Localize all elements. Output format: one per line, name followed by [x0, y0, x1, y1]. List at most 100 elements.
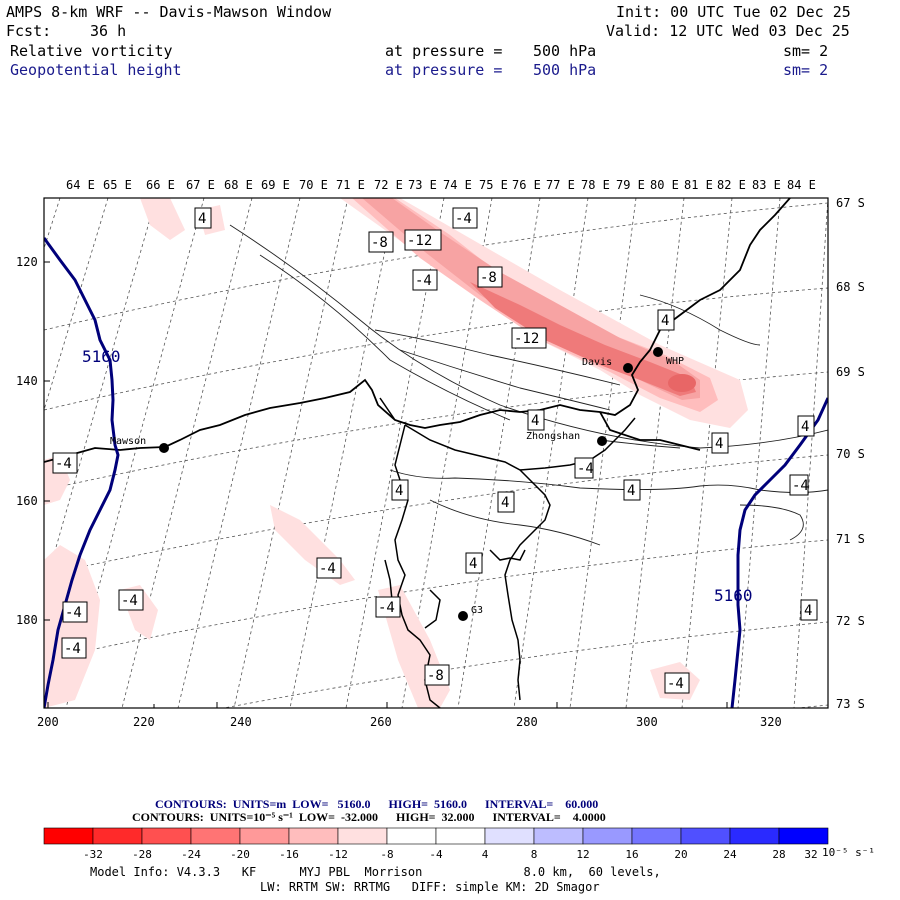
- contour-label-box: -4: [789, 474, 809, 496]
- lon-label: 76 E: [512, 178, 541, 192]
- lon-label: 83 E: [752, 178, 781, 192]
- contour-label-box: -4: [52, 452, 78, 474]
- lon-label: 84 E: [787, 178, 816, 192]
- lon-label: 64 E: [66, 178, 95, 192]
- svg-text:4: 4: [661, 313, 669, 329]
- colorbar-label: -20: [230, 848, 250, 861]
- lon-label: 79 E: [616, 178, 645, 192]
- station-label-mawson: Mawson: [110, 436, 146, 447]
- stations: Mawson Davis WHP Zhongshan G3: [110, 347, 684, 621]
- contour-label-box: -4: [664, 672, 690, 694]
- colorbar-label: -24: [181, 848, 201, 861]
- latitude-labels: 67 S 68 S 69 S 70 S 71 S 72 S 73 S: [836, 196, 865, 711]
- lon-label: 72 E: [374, 178, 403, 192]
- contour-label-box: 4: [194, 207, 212, 229]
- svg-text:4: 4: [531, 413, 539, 429]
- lon-label: 77 E: [546, 178, 575, 192]
- lat-label: 70 S: [836, 447, 865, 461]
- contour-label-box: 4: [800, 599, 818, 621]
- colorbar-swatch: [484, 827, 535, 845]
- station-marker-whp: [653, 347, 663, 357]
- lon-label: 67 E: [186, 178, 215, 192]
- colorbar-label: -16: [279, 848, 299, 861]
- x-tick-label: 300: [636, 715, 658, 729]
- lon-label: 78 E: [581, 178, 610, 192]
- contour-label-box: 4: [797, 415, 815, 437]
- colorbar-swatch: [141, 827, 192, 845]
- colorbar-swatch: [778, 827, 829, 845]
- svg-text:4: 4: [501, 495, 509, 511]
- colorbar-swatch: [435, 827, 486, 845]
- svg-text:-4: -4: [55, 456, 72, 472]
- colorbar: [43, 827, 829, 845]
- x-tick-label: 320: [760, 715, 782, 729]
- lat-label: 73 S: [836, 697, 865, 711]
- colorbar-swatch: [680, 827, 731, 845]
- x-tick-label: 220: [133, 715, 155, 729]
- bottom-axis: [47, 702, 728, 708]
- lon-label: 75 E: [479, 178, 508, 192]
- lon-label: 69 E: [261, 178, 290, 192]
- height-contour-info: CONTOURS: UNITS=m LOW= 5160.0 HIGH= 5160…: [155, 797, 599, 811]
- contour-label-box: 4: [391, 479, 409, 501]
- field2-name: Geopotential height: [10, 61, 182, 79]
- field2-level-label: at pressure =: [385, 61, 503, 79]
- field2-level: 500 hPa: [533, 61, 597, 79]
- ice-boundaries: [379, 397, 636, 708]
- lon-label: 70 E: [299, 178, 328, 192]
- station-label-zhongshan: Zhongshan: [526, 431, 580, 442]
- model-info-line2: LW: RRTM SW: RRTMG DIFF: simple KM: 2D S…: [260, 880, 600, 894]
- x-tick-label: 280: [516, 715, 538, 729]
- vorticity-shading: [44, 198, 748, 708]
- colorbar-label: -8: [380, 848, 393, 861]
- lon-label: 68 E: [224, 178, 253, 192]
- lat-label: 71 S: [836, 532, 865, 546]
- svg-text:-4: -4: [121, 593, 138, 609]
- contour-label-box: 4: [657, 309, 675, 331]
- svg-text:4: 4: [469, 556, 477, 572]
- valid-time: Valid: 12 UTC Wed 03 Dec 25: [606, 22, 850, 40]
- field2-smoothing: sm= 2: [783, 61, 829, 79]
- lon-label: 73 E: [408, 178, 437, 192]
- contour-label-box: -4: [574, 457, 594, 479]
- y-tick-label: 120: [16, 255, 38, 269]
- svg-text:-4: -4: [64, 641, 81, 657]
- contour-label-box: -8: [368, 231, 394, 253]
- station-label-whp: WHP: [666, 356, 684, 367]
- svg-text:-4: -4: [65, 605, 82, 621]
- colorbar-unit: 10⁻⁵ s⁻¹: [822, 846, 875, 859]
- x-tick-label: 260: [370, 715, 392, 729]
- svg-text:-8: -8: [480, 270, 497, 286]
- colorbar-swatch: [288, 827, 339, 845]
- lon-label: 81 E: [684, 178, 713, 192]
- contour-label-box: -12: [404, 229, 442, 251]
- svg-text:-12: -12: [407, 233, 432, 249]
- colorbar-label: 16: [625, 848, 638, 861]
- svg-text:-8: -8: [427, 668, 444, 684]
- station-marker-davis: [623, 363, 633, 373]
- svg-text:-4: -4: [792, 478, 809, 494]
- lat-label: 69 S: [836, 365, 865, 379]
- svg-text:-4: -4: [667, 676, 684, 692]
- map-title: AMPS 8-km WRF -- Davis-Mawson Window: [6, 3, 332, 21]
- svg-text:-8: -8: [371, 235, 388, 251]
- contour-label-box: -4: [316, 557, 342, 579]
- colorbar-label: 20: [674, 848, 687, 861]
- lon-label: 66 E: [146, 178, 175, 192]
- svg-text:4: 4: [627, 483, 635, 499]
- parallel-grid: [44, 202, 828, 708]
- forecast-hour: 36 h: [90, 22, 127, 40]
- colorbar-label: 4: [482, 848, 489, 861]
- svg-text:-12: -12: [514, 331, 539, 347]
- height-contour-label: 5160: [82, 347, 121, 366]
- station-marker-mawson: [159, 443, 169, 453]
- svg-text:-4: -4: [415, 273, 432, 289]
- lon-label: 74 E: [443, 178, 472, 192]
- contour-label-box: 4: [497, 491, 515, 513]
- field1-level: 500 hPa: [533, 42, 597, 60]
- vorticity-contour-info: CONTOURS: UNITS=10⁻⁵ s⁻¹ LOW= -32.000 HI…: [132, 810, 606, 824]
- svg-text:4: 4: [801, 419, 809, 435]
- x-tick-label: 200: [37, 715, 59, 729]
- y-tick-label: 180: [16, 613, 38, 627]
